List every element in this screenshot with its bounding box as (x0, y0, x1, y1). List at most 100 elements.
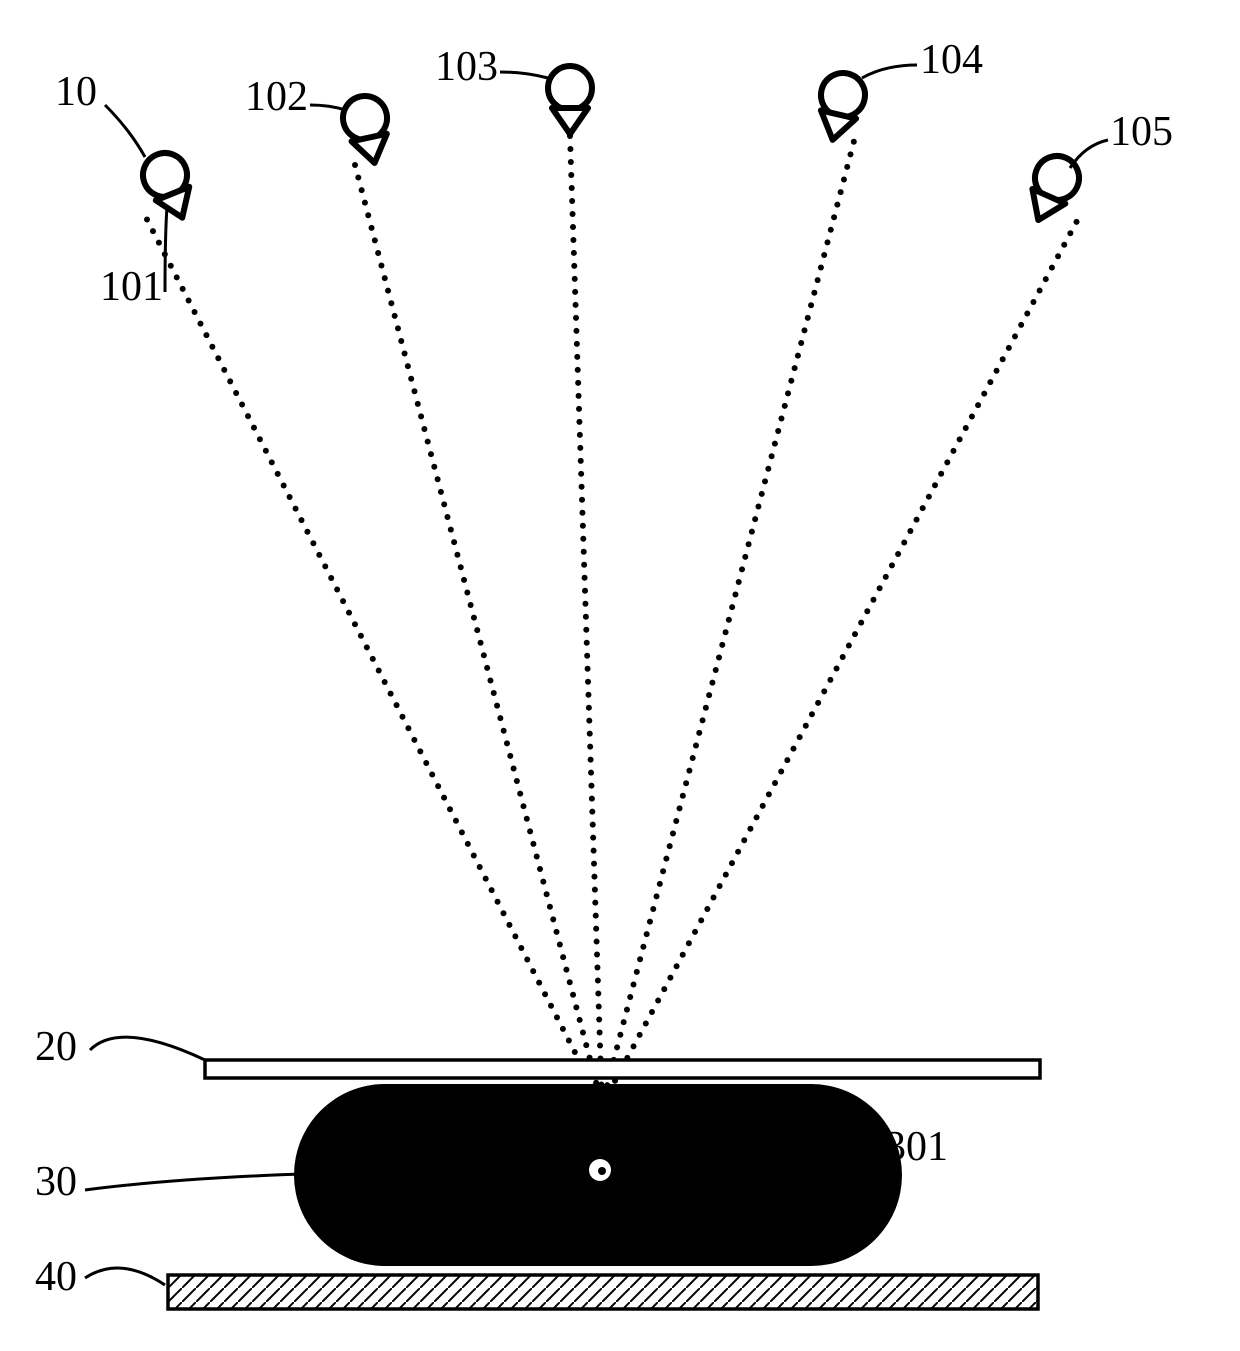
ray-dot (595, 991, 601, 997)
ray-dot (550, 916, 556, 922)
ray-dot (693, 742, 699, 748)
ray-dot (729, 604, 735, 610)
ray-dot (468, 602, 474, 608)
ray-dot (417, 748, 423, 754)
ray-dot (938, 471, 944, 477)
ray-dot (643, 1020, 649, 1026)
ray-dot (447, 806, 453, 812)
ray-dot (754, 814, 760, 820)
ray-dot (723, 872, 729, 878)
ray-dot (596, 1004, 602, 1010)
ray-dot (378, 263, 384, 269)
ray-dot (346, 610, 352, 616)
ray-dot (180, 286, 186, 292)
ray-dot (889, 562, 895, 568)
ray-dot (717, 883, 723, 889)
ray-dot (696, 730, 702, 736)
ray-dot (640, 944, 646, 950)
ray-dot (587, 731, 593, 737)
camera-body-icon (815, 110, 856, 143)
label-cam102: 102 (245, 74, 308, 120)
ray-dot (263, 448, 269, 454)
ray-dot (537, 866, 543, 872)
ray-dot (692, 929, 698, 935)
ray-dot (304, 529, 310, 535)
ray-dot (586, 705, 592, 711)
ray-dot (570, 237, 576, 243)
ray-dot (362, 200, 368, 206)
ray-dot (593, 926, 599, 932)
ray-dot (792, 365, 798, 371)
ray-dot (405, 363, 411, 369)
ray-dot (670, 831, 676, 837)
ray-dot (883, 574, 889, 580)
ray-dot (926, 494, 932, 500)
ray-dot (848, 151, 854, 157)
ray-dot (464, 589, 470, 595)
ray-dot (614, 1044, 620, 1050)
ray-dot (573, 302, 579, 308)
ray-dot (582, 575, 588, 581)
ray-dot (425, 439, 431, 445)
ray-dot (755, 504, 761, 510)
ray-dot (582, 601, 588, 607)
ray-dot (667, 843, 673, 849)
ray-dot (585, 692, 591, 698)
ray-dot (382, 275, 388, 281)
ray-dot (637, 956, 643, 962)
ray-dot (950, 448, 956, 454)
ray-dot (742, 554, 748, 560)
ray-dot (421, 426, 427, 432)
ray-dot (328, 575, 334, 581)
ray-dot (233, 390, 239, 396)
ray-dot (686, 940, 692, 946)
ray-dot (877, 585, 883, 591)
ray-dot (739, 566, 745, 572)
ray-dot (821, 252, 827, 258)
ray-dot (487, 677, 493, 683)
ray-dot (589, 796, 595, 802)
ray-dot (576, 393, 582, 399)
ray-dot (431, 464, 437, 470)
ray-dot (746, 541, 752, 547)
ray-dot (627, 994, 633, 1000)
ray-dot (957, 436, 963, 442)
ray-dot (269, 459, 275, 465)
ray-dot (544, 891, 550, 897)
ray-dot (441, 501, 447, 507)
ray-dot (709, 680, 715, 686)
ray-dot (920, 505, 926, 511)
label-cam103: 103 (435, 44, 498, 90)
ray-dot (710, 894, 716, 900)
ray-dot (577, 432, 583, 438)
ray-dot (637, 1032, 643, 1038)
ray-dot (580, 1030, 586, 1036)
ray-dot (803, 723, 809, 729)
ray-dot (821, 688, 827, 694)
ray-dot (593, 913, 599, 919)
ray-dot (590, 835, 596, 841)
camera-104 (811, 69, 869, 145)
ray-dot (571, 263, 577, 269)
ray-dot (454, 552, 460, 558)
ray-dot (841, 177, 847, 183)
ray-dot (408, 376, 414, 382)
ray-dot (589, 809, 595, 815)
ray-dot (395, 325, 401, 331)
ray-dot (429, 772, 435, 778)
ray-dot (932, 482, 938, 488)
ray-dot (683, 780, 689, 786)
ray-dot (975, 402, 981, 408)
ray-dot (497, 715, 503, 721)
ray-dot (581, 549, 587, 555)
ray-dot (597, 1043, 603, 1049)
camera-103 (548, 66, 592, 134)
ray-dot (1049, 265, 1055, 271)
ray-dot (441, 795, 447, 801)
ray-dot (385, 288, 391, 294)
leader-cam102 (310, 105, 345, 110)
ray-dot (574, 354, 580, 360)
ray-dot (514, 778, 520, 784)
ray-dot (578, 458, 584, 464)
ray-dot (563, 967, 569, 973)
